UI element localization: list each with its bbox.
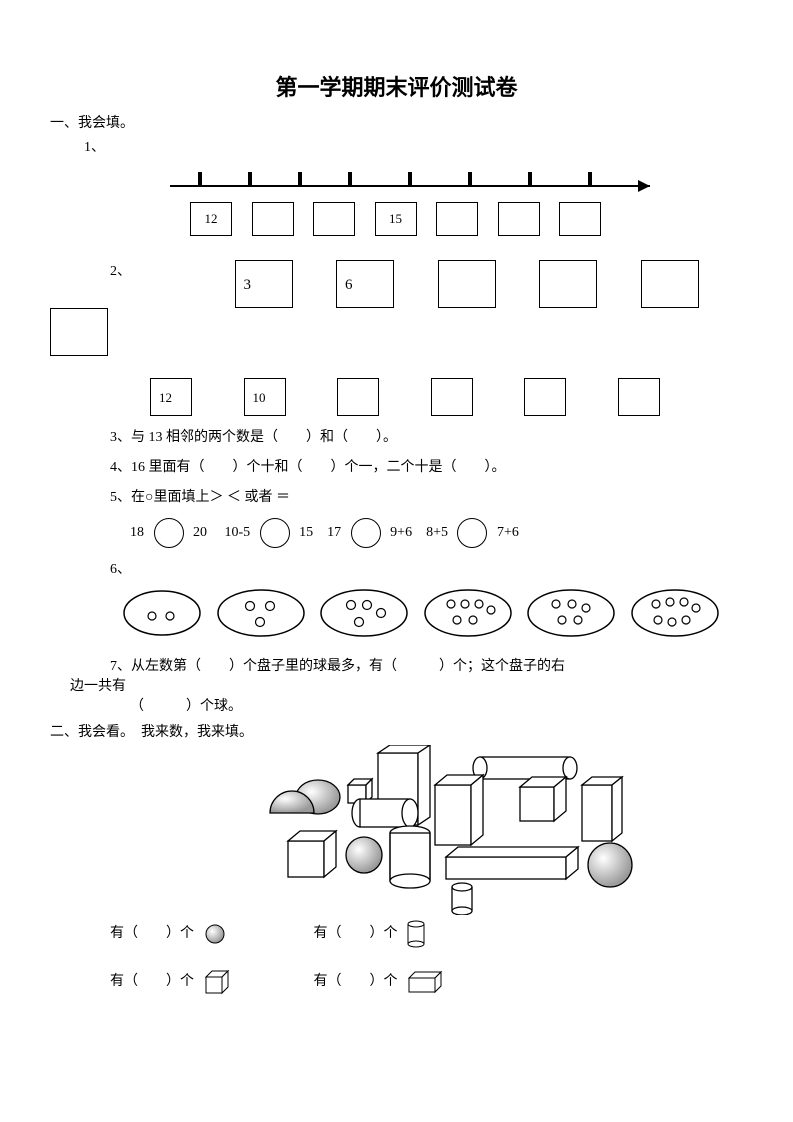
q7-line1: 7、从左数第（ ）个盘子里的球最多，有（ ）个；这个盘子的右 bbox=[110, 655, 743, 675]
cuboid-icon bbox=[405, 970, 445, 994]
count-cube-text: 有（ ）个 bbox=[110, 974, 194, 989]
q2-box[interactable] bbox=[641, 260, 699, 308]
sphere-icon bbox=[202, 923, 228, 945]
q5-label: 5、在○里面填上＞ ＜ 或者 ＝ bbox=[110, 486, 743, 506]
q5-left: 8+5 bbox=[426, 525, 448, 540]
q2-box[interactable]: 12 bbox=[150, 378, 192, 416]
q1-box[interactable] bbox=[498, 202, 540, 236]
q1-box[interactable]: 15 bbox=[375, 202, 417, 236]
q1-box[interactable] bbox=[436, 202, 478, 236]
q2-box[interactable]: 10 bbox=[244, 378, 286, 416]
number-line bbox=[170, 166, 670, 196]
section2-heading: 二、我会看。 我来数，我来填。 bbox=[50, 721, 743, 741]
plate bbox=[120, 586, 204, 645]
q4-text: 4、16 里面有（ ）个十和（ ）个一，二个十是（ ）。 bbox=[110, 456, 743, 476]
q2-box[interactable] bbox=[431, 378, 473, 416]
q7-line2: （ ）个球。 bbox=[130, 695, 743, 715]
q5-left: 10-5 bbox=[225, 525, 251, 540]
plate bbox=[421, 586, 515, 645]
q5-right: 15 bbox=[299, 525, 313, 540]
count-cuboid-text: 有（ ）个 bbox=[314, 974, 398, 989]
shapes-diagram bbox=[210, 745, 670, 915]
q1-box[interactable] bbox=[559, 202, 601, 236]
plate bbox=[628, 586, 722, 645]
q5-right: 20 bbox=[193, 525, 207, 540]
q1-box[interactable] bbox=[313, 202, 355, 236]
q2-label: 2、 bbox=[110, 264, 131, 279]
q6-label: 6、 bbox=[110, 558, 743, 578]
q2-box[interactable] bbox=[618, 378, 660, 416]
cube-icon bbox=[202, 969, 230, 995]
q1-boxes: 12 15 bbox=[190, 202, 743, 236]
q1-box[interactable] bbox=[252, 202, 294, 236]
page-title: 第一学期期末评价测试卷 bbox=[50, 70, 743, 102]
q5-right: 9+6 bbox=[390, 525, 412, 540]
q2-box[interactable]: 3 bbox=[235, 260, 293, 308]
q3-text: 3、与 13 相邻的两个数是（ ）和（ ）。 bbox=[110, 426, 743, 446]
q5-right: 7+6 bbox=[497, 525, 519, 540]
q2-box[interactable] bbox=[50, 308, 108, 356]
q5-expressions: 18 20 10-5 15 17 9+6 8+5 7+6 bbox=[130, 518, 743, 548]
count-cylinder-text: 有（ ）个 bbox=[314, 926, 398, 941]
q1-label: 1、 bbox=[84, 136, 743, 156]
count-sphere-text: 有（ ）个 bbox=[110, 926, 194, 941]
q2-box[interactable] bbox=[524, 378, 566, 416]
compare-circle[interactable] bbox=[154, 518, 184, 548]
plate bbox=[524, 586, 618, 645]
q5-left: 17 bbox=[327, 525, 341, 540]
q2-box[interactable]: 6 bbox=[336, 260, 394, 308]
q5-left: 18 bbox=[130, 525, 144, 540]
compare-circle[interactable] bbox=[351, 518, 381, 548]
q7-line1b: 边一共有 bbox=[70, 675, 743, 695]
compare-circle[interactable] bbox=[457, 518, 487, 548]
q2-box[interactable] bbox=[337, 378, 379, 416]
q2-box[interactable] bbox=[539, 260, 597, 308]
q2-box[interactable] bbox=[438, 260, 496, 308]
compare-circle[interactable] bbox=[260, 518, 290, 548]
cylinder-icon bbox=[405, 919, 427, 949]
plate bbox=[214, 586, 308, 645]
q1-box[interactable]: 12 bbox=[190, 202, 232, 236]
plates-row bbox=[120, 586, 743, 645]
section1-heading: 一、我会填。 bbox=[50, 112, 743, 132]
plate bbox=[317, 586, 411, 645]
